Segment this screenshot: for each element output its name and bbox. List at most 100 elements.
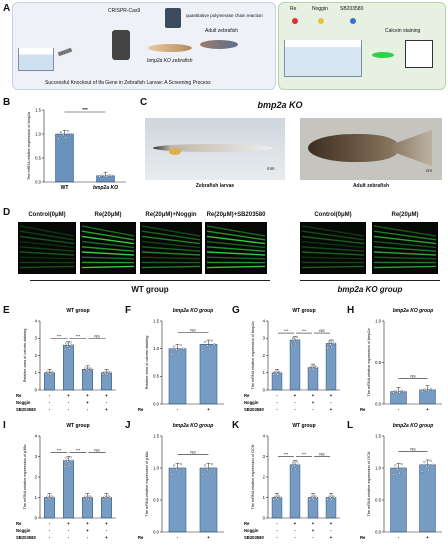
row-mark: + <box>105 407 108 412</box>
row-mark: - <box>106 400 108 405</box>
data-point <box>210 463 213 466</box>
panel-label-g: G <box>232 305 240 316</box>
chart-k: WT group 0 1 2 3 4 The mRNA relative expressio… <box>240 420 344 545</box>
data-point <box>394 390 397 393</box>
chart-b: 0.0 0.5 1.0 1.5 The mRNA relative expression… <box>18 100 130 200</box>
bar-0 <box>55 133 74 183</box>
data-point <box>396 468 399 471</box>
data-point <box>51 496 55 499</box>
data-point <box>65 457 68 460</box>
data-point <box>57 137 60 140</box>
y-tick-label: 0 <box>35 515 38 520</box>
y-tick-label: 1 <box>35 370 38 375</box>
data-point <box>46 371 49 374</box>
data-point <box>177 352 180 355</box>
data-point <box>311 366 314 370</box>
row-label: Re <box>138 535 144 540</box>
panel-label-j: J <box>125 420 131 431</box>
data-point <box>279 371 282 374</box>
data-point <box>330 346 333 349</box>
data-point <box>65 342 68 345</box>
data-point <box>333 342 336 345</box>
row-mark: - <box>294 400 296 405</box>
data-point <box>50 495 53 498</box>
y-tick-label: 0 <box>263 515 266 520</box>
data-point <box>327 340 331 343</box>
y-tick-label: 1 <box>263 495 266 500</box>
row-mark: + <box>294 521 297 526</box>
calcein-image-5 <box>372 222 438 274</box>
row-mark: - <box>276 407 278 412</box>
data-point <box>311 496 314 499</box>
sig-label: *** <box>284 329 289 333</box>
data-point <box>173 464 176 467</box>
chart-svg-L: bmp2a KO group 0.0 0.5 1.0 1.5 The mRNA relat… <box>360 423 442 540</box>
y-tick-label: 1 <box>35 495 38 500</box>
row-mark: - <box>312 407 314 412</box>
sig-label: NS <box>94 448 100 452</box>
row-mark: + <box>86 521 89 526</box>
data-point <box>66 460 69 463</box>
data-point <box>103 495 106 498</box>
data-point <box>398 472 401 475</box>
scale-bar-mm: mm <box>267 166 275 171</box>
row-label: Re <box>244 521 250 526</box>
row-mark: - <box>330 400 332 405</box>
data-point <box>427 389 430 393</box>
data-point <box>313 365 317 368</box>
chart-svg-E: WT group 0 1 2 3 4 Relative area of calcein st… <box>16 308 116 412</box>
sig-label: *** <box>57 334 62 338</box>
y-axis-label: The mRNA relative expression of bmp2a <box>27 111 31 180</box>
y-axis-label: The mRNA relative expression of bmp2a <box>367 328 371 397</box>
data-point <box>330 498 333 501</box>
bar-1 <box>199 343 218 405</box>
data-point <box>208 347 211 351</box>
row-mark: + <box>207 535 210 540</box>
row-label: Re <box>360 407 366 412</box>
row-label: SB203580 <box>244 407 264 412</box>
bar-0 <box>168 348 187 405</box>
sig-label: NS <box>94 334 100 338</box>
wt-group-label: WT group <box>131 285 169 294</box>
bar-1 <box>63 460 74 519</box>
row-mark: - <box>276 400 278 405</box>
y-tick-label: 0.5 <box>375 360 381 365</box>
chart-l: bmp2a KO group 0.0 0.5 1.0 1.5 The mRNA relat… <box>356 420 446 545</box>
y-tick-label: 1.0 <box>153 346 159 351</box>
data-point <box>84 367 87 370</box>
chart-svg-K: WT group 0 1 2 3 4 The mRNA relative expressio… <box>244 423 340 540</box>
ko-group-label-text: bmp2a KO group <box>337 285 403 294</box>
row-mark: - <box>49 535 51 540</box>
calcein-image-3 <box>205 222 267 274</box>
chart-svg-F: bmp2a KO group 0.0 0.5 1.0 1.5 Relative area … <box>138 308 224 412</box>
row-label: Re <box>360 535 366 540</box>
row-label: Re <box>16 393 22 398</box>
row-mark: + <box>312 528 315 533</box>
data-point <box>276 498 279 501</box>
data-point <box>315 366 318 369</box>
adult-zebrafish-label: Adult zebrafish <box>205 28 239 34</box>
data-point <box>293 464 296 467</box>
panel-label-h: H <box>347 305 355 316</box>
data-point <box>421 470 424 473</box>
crispr-label: CRISPR-Cas9 <box>108 8 141 14</box>
qpcr-label: quantitative polymerase chain reaction <box>186 13 263 18</box>
data-point <box>204 340 207 343</box>
data-point <box>88 367 91 370</box>
larva-icon <box>148 44 192 52</box>
data-point <box>70 459 74 462</box>
row-label: Noggin <box>16 400 31 405</box>
calcein-label: Calcein staining <box>385 28 421 34</box>
y-tick-label: 3 <box>35 454 38 459</box>
row-mark: + <box>312 393 315 398</box>
adult-fish-tail <box>392 130 432 166</box>
sig-label: *** <box>82 107 88 112</box>
ko-zebrafish-label: bmp2a KO zebrafish <box>147 58 193 64</box>
chart-h: bmp2a KO group 0.0 0.5 1.0 The mRNA relative… <box>356 305 446 417</box>
calcein-image-2 <box>140 222 202 274</box>
reagent-noggin-dot <box>318 18 324 24</box>
chart-g: WT group 0 1 2 3 4 The mRNA relative expressio… <box>240 305 344 417</box>
y-tick-label: 1.0 <box>153 465 159 470</box>
data-point <box>82 498 86 501</box>
data-point <box>85 496 88 499</box>
